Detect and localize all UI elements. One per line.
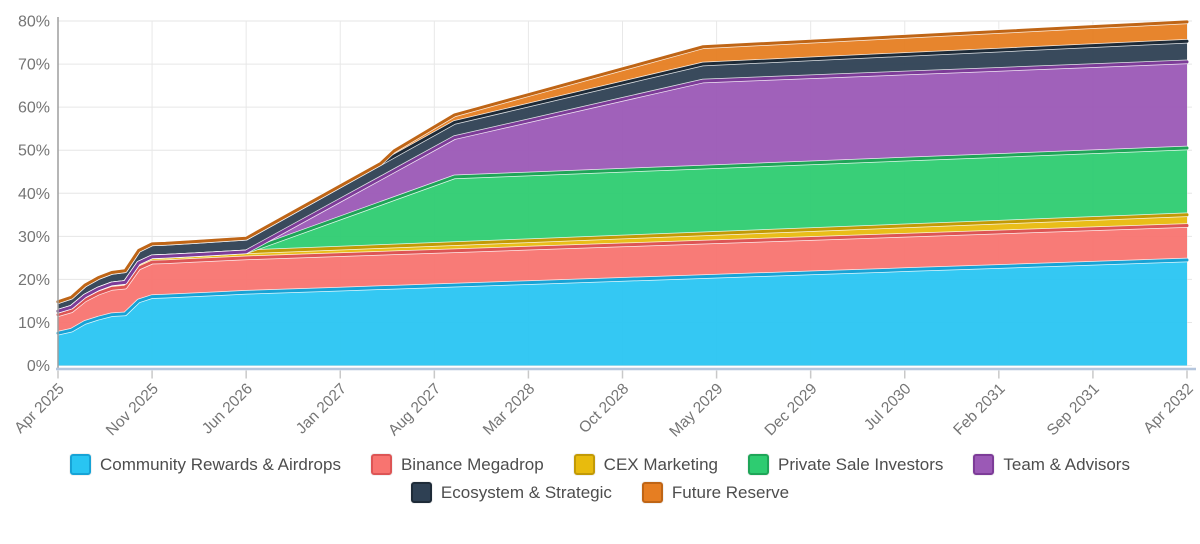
x-axis-label: Mar 2028 bbox=[480, 380, 538, 438]
legend-swatch-icon bbox=[573, 454, 595, 475]
series-area-team-advisors bbox=[58, 61, 1187, 312]
x-axis-label: Jun 2026 bbox=[199, 380, 256, 437]
x-axis-label: Sep 2031 bbox=[1044, 380, 1103, 439]
y-axis-label: 50% bbox=[18, 143, 50, 160]
x-axis-label: Dec 2029 bbox=[762, 380, 821, 439]
series-line-future-reserve bbox=[56, 20, 1189, 304]
series-area-cex-marketing bbox=[58, 214, 1187, 315]
legend-swatch-icon bbox=[370, 454, 392, 475]
x-axis-label: Jan 2027 bbox=[293, 380, 350, 437]
legend-label: CEX Marketing bbox=[603, 455, 718, 474]
legend-label: Community Rewards & Airdrops bbox=[100, 455, 341, 474]
series-area-private-sale-investors bbox=[58, 148, 1187, 312]
legend-swatch-icon bbox=[641, 482, 663, 503]
series-line-team-advisors bbox=[56, 60, 1189, 313]
legend-label: Binance Megadrop bbox=[400, 455, 544, 474]
legend-label: Ecosystem & Strategic bbox=[440, 483, 612, 502]
x-axis-label: Aug 2027 bbox=[385, 380, 444, 439]
legend-item-private-sale-investors[interactable]: Private Sale Investors bbox=[748, 454, 943, 475]
x-axis-label: Oct 2028 bbox=[576, 380, 633, 437]
series-area-ecosystem-strategic bbox=[58, 41, 1187, 312]
chart-legend: Community Rewards & Airdrops Binance Mega… bbox=[0, 454, 1200, 503]
series-area-future-reserve bbox=[58, 21, 1187, 302]
legend-item-cex-marketing[interactable]: CEX Marketing bbox=[573, 454, 718, 475]
y-axis-label: 80% bbox=[18, 14, 50, 31]
chart-svg: 0% 10% 20% 30% 40% 50% 60% 70% 80% Apr 2025 Nov 20… bbox=[11, 14, 1197, 441]
legend-item-team-advisors[interactable]: Team & Advisors bbox=[973, 454, 1130, 475]
legend-row: Community Rewards & Airdrops Binance Mega… bbox=[70, 454, 1130, 475]
legend-item-community-rewards-airdrops[interactable]: Community Rewards & Airdrops bbox=[70, 454, 341, 475]
vesting-unlock-chart: 0% 10% 20% 30% 40% 50% 60% 70% 80% Apr 2025 Nov 20… bbox=[11, 14, 1197, 441]
legend-swatch-icon bbox=[410, 482, 432, 503]
legend-swatch-icon bbox=[973, 454, 995, 475]
x-axis-label: Apr 2032 bbox=[1140, 380, 1197, 437]
y-axis-label: 40% bbox=[18, 186, 50, 203]
y-axis-label: 60% bbox=[18, 100, 50, 117]
y-axis-label: 10% bbox=[18, 315, 50, 332]
series-area-community-rewards-airdrops bbox=[58, 259, 1187, 366]
legend-item-future-reserve[interactable]: Future Reserve bbox=[641, 482, 790, 503]
series-line-binance-megadrop bbox=[56, 224, 1189, 317]
legend-label: Team & Advisors bbox=[1003, 455, 1130, 474]
legend-item-ecosystem-strategic[interactable]: Ecosystem & Strategic bbox=[410, 482, 612, 503]
x-axis-label: Apr 2025 bbox=[11, 380, 68, 437]
y-axis-label: 0% bbox=[27, 358, 50, 375]
legend-row: Ecosystem & Strategic Future Reserve bbox=[410, 482, 790, 503]
y-axis-label: 30% bbox=[18, 229, 50, 246]
legend-label: Private Sale Investors bbox=[778, 455, 944, 474]
y-axis-label: 20% bbox=[18, 272, 50, 289]
x-axis-label: May 2029 bbox=[666, 380, 726, 440]
legend-label: Future Reserve bbox=[671, 483, 790, 502]
x-axis-label: Jul 2030 bbox=[861, 380, 915, 434]
x-axis-label: Nov 2025 bbox=[103, 380, 162, 439]
legend-swatch-icon bbox=[748, 454, 769, 475]
legend-item-binance-megadrop[interactable]: Binance Megadrop bbox=[370, 454, 544, 475]
series-line-community-rewards-airdrops bbox=[56, 258, 1189, 335]
x-axis-label: Feb 2031 bbox=[950, 380, 1008, 438]
legend-swatch-icon bbox=[70, 454, 92, 475]
y-axis-label: 70% bbox=[18, 57, 50, 74]
